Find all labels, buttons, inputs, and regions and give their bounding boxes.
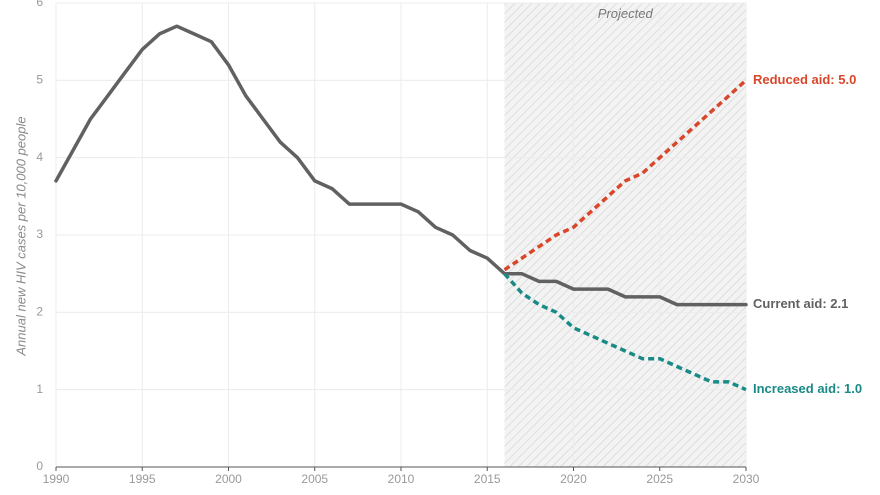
reduced-aid-end-label: Reduced aid: 5.0 [753,72,856,87]
x-tick-label: 2020 [560,472,587,486]
x-tick-label: 2000 [215,472,242,486]
x-tick-label: 2025 [646,472,673,486]
reduced-aid-line [503,78,748,272]
x-tick-label: 1995 [129,472,156,486]
increased-aid-end-label: Increased aid: 1.0 [753,381,862,396]
y-tick-label: 2 [36,305,43,319]
y-axis-label: Annual new HIV cases per 10,000 people [13,116,28,356]
increased-aid-line [503,272,747,392]
projected-label: Projected [598,6,654,21]
y-tick-label: 4 [36,150,43,164]
gridlines [55,2,747,468]
x-tick-label: 2030 [733,472,760,486]
x-tick-label: 1990 [43,472,70,486]
current-aid-line [54,24,748,307]
x-tick-label: 2005 [301,472,328,486]
current-aid-end-label: Current aid: 2.1 [753,296,848,311]
y-tick-label: 0 [36,459,43,473]
y-tick-label: 6 [36,0,43,9]
x-tick-label: 2010 [388,472,415,486]
x-tick-label: 2015 [474,472,501,486]
y-tick-label: 1 [36,382,43,396]
y-tick-label: 3 [36,227,43,241]
y-tick-label: 5 [36,73,43,87]
